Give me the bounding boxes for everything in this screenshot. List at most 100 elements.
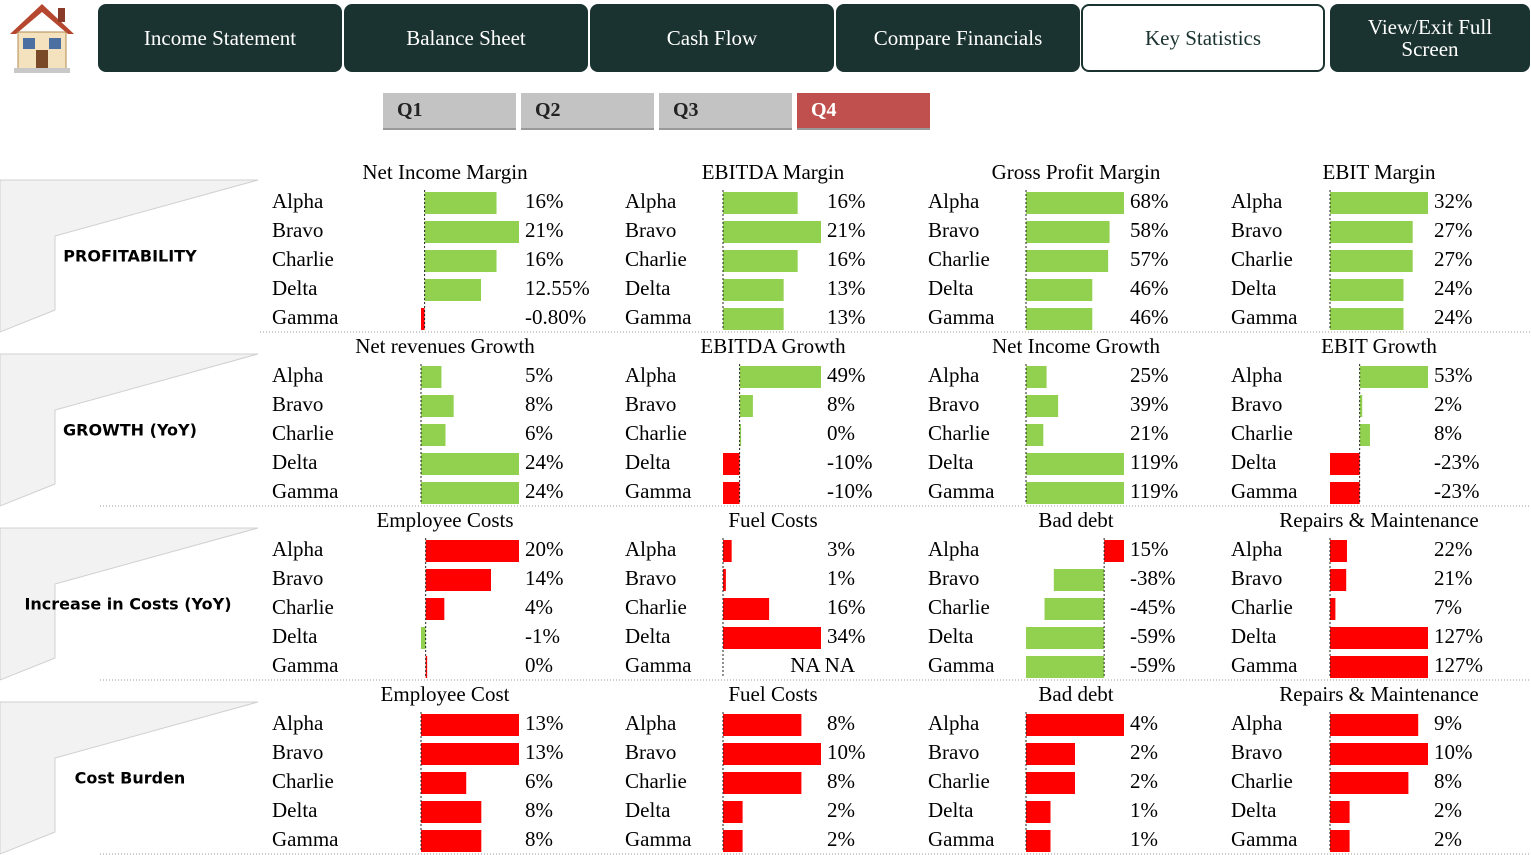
section-label: Cost Burden	[75, 769, 186, 788]
nav-button[interactable]: Income Statement	[98, 4, 342, 72]
bar	[723, 453, 740, 475]
bar	[421, 453, 519, 475]
category-label: Delta	[928, 450, 974, 474]
bar	[1330, 627, 1428, 649]
category-label: Bravo	[928, 218, 979, 242]
value-label: 21%	[1130, 421, 1169, 445]
bar	[421, 714, 519, 736]
category-label: Charlie	[272, 769, 334, 793]
value-label: -59%	[1130, 653, 1176, 677]
category-label: Bravo	[928, 392, 979, 416]
value-label: 13%	[827, 276, 866, 300]
value-label: 2%	[827, 827, 855, 851]
chart-title: Repairs & Maintenance	[1279, 682, 1478, 706]
nav-button[interactable]: Cash Flow	[590, 4, 834, 72]
chart-title: Fuel Costs	[728, 682, 817, 706]
category-label: Gamma	[1231, 653, 1298, 677]
section-banner	[0, 179, 259, 333]
section-label: GROWTH (YoY)	[63, 421, 197, 440]
nav-button[interactable]: View/Exit Full Screen	[1330, 4, 1530, 72]
quarter-button[interactable]: Q1	[383, 93, 516, 130]
bar	[723, 569, 726, 591]
category-label: Bravo	[272, 392, 323, 416]
category-label: Alpha	[1231, 711, 1283, 735]
category-label: Gamma	[1231, 479, 1298, 503]
value-label: 24%	[1434, 305, 1473, 329]
quarter-button[interactable]: Q3	[659, 93, 792, 130]
bar	[424, 279, 482, 301]
category-label: Gamma	[625, 827, 692, 851]
bar	[723, 540, 732, 562]
bar	[1026, 395, 1059, 417]
category-label: Alpha	[928, 363, 980, 387]
category-label: Alpha	[1231, 363, 1283, 387]
category-label: Gamma	[272, 653, 339, 677]
value-label: 2%	[1434, 827, 1462, 851]
chart-title: EBITDA Margin	[702, 160, 845, 184]
chart-title: Net Income Growth	[992, 334, 1160, 358]
bar	[1330, 656, 1428, 678]
category-label: Charlie	[1231, 247, 1293, 271]
nav-button[interactable]: Key Statistics	[1081, 4, 1325, 72]
category-label: Gamma	[272, 827, 339, 851]
category-label: Gamma	[928, 827, 995, 851]
value-label: 7%	[1434, 595, 1462, 619]
category-label: Delta	[1231, 798, 1277, 822]
nav-button[interactable]: Compare Financials	[836, 4, 1080, 72]
value-label: 4%	[525, 595, 553, 619]
bar	[1026, 772, 1075, 794]
value-label: 24%	[525, 450, 564, 474]
quarter-button[interactable]: Q4	[797, 93, 930, 130]
bar	[421, 627, 426, 649]
category-label: Delta	[272, 276, 318, 300]
category-label: Charlie	[625, 247, 687, 271]
quarter-button[interactable]: Q2	[521, 93, 654, 130]
bar	[1330, 830, 1350, 852]
nav-button[interactable]: Balance Sheet	[344, 4, 588, 72]
value-label: 0%	[525, 653, 553, 677]
value-label: 4%	[1130, 711, 1158, 735]
chart-title: EBIT Growth	[1321, 334, 1437, 358]
category-label: Bravo	[928, 740, 979, 764]
value-label: 2%	[1434, 392, 1462, 416]
bar	[421, 772, 467, 794]
bar	[723, 772, 802, 794]
bar	[1026, 830, 1051, 852]
bar	[723, 627, 821, 649]
value-label: 8%	[827, 392, 855, 416]
value-label: 6%	[525, 769, 553, 793]
bar	[421, 482, 519, 504]
value-label: 13%	[525, 740, 564, 764]
category-label: Gamma	[625, 653, 692, 677]
category-label: Bravo	[625, 392, 676, 416]
category-label: Bravo	[272, 740, 323, 764]
bar	[1026, 250, 1109, 272]
home-icon[interactable]	[6, 2, 86, 78]
value-label: 8%	[1434, 769, 1462, 793]
bar	[723, 192, 798, 214]
bar	[1026, 656, 1105, 678]
bar	[723, 743, 821, 765]
category-label: Charlie	[272, 247, 334, 271]
value-label: 32%	[1434, 189, 1473, 213]
bar	[421, 801, 482, 823]
value-label: 16%	[827, 189, 866, 213]
value-label: 21%	[1434, 566, 1473, 590]
bar	[1330, 743, 1428, 765]
category-label: Charlie	[928, 595, 990, 619]
value-label: 49%	[827, 363, 866, 387]
category-label: Alpha	[928, 711, 980, 735]
value-label: 8%	[827, 711, 855, 735]
chart-title: Net revenues Growth	[355, 334, 535, 358]
category-label: Alpha	[272, 711, 324, 735]
category-label: Gamma	[625, 479, 692, 503]
value-label: 13%	[525, 711, 564, 735]
category-label: Gamma	[928, 479, 995, 503]
category-label: Gamma	[928, 653, 995, 677]
bar	[425, 598, 445, 620]
category-label: Bravo	[625, 740, 676, 764]
bar	[723, 714, 802, 736]
category-label: Gamma	[625, 305, 692, 329]
category-label: Charlie	[1231, 595, 1293, 619]
